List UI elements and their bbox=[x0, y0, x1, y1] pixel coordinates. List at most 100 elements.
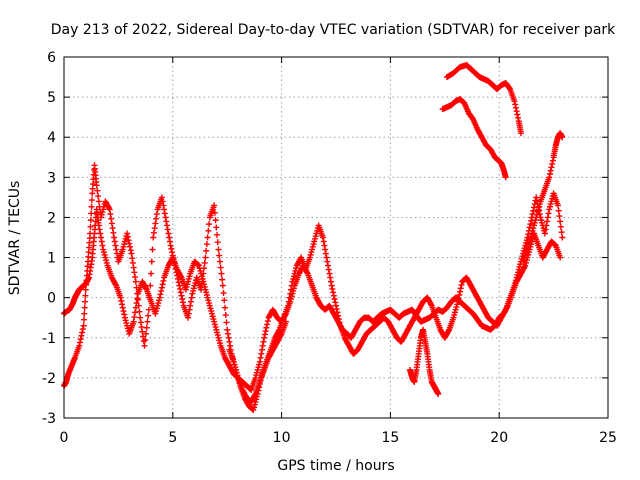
data-point bbox=[548, 164, 555, 171]
data-point bbox=[547, 167, 554, 174]
data-point bbox=[109, 225, 116, 232]
tick-labels: 0 5 10 15 20 25 -3 -2 -1 0 1 2 3 4 5 6 bbox=[42, 50, 617, 446]
data-point bbox=[78, 332, 85, 339]
data-point bbox=[131, 314, 138, 321]
data-point bbox=[175, 279, 182, 286]
y-tick-label: 1 bbox=[47, 251, 56, 267]
data-point bbox=[160, 202, 167, 209]
y-tick-label: 0 bbox=[47, 291, 56, 307]
data-point bbox=[80, 316, 87, 323]
data-point bbox=[219, 282, 226, 289]
data-point bbox=[334, 309, 341, 316]
data-point bbox=[224, 326, 231, 333]
data-point bbox=[544, 214, 551, 221]
x-tick-label: 15 bbox=[381, 430, 399, 446]
data-point bbox=[544, 218, 551, 225]
data-point bbox=[174, 275, 181, 282]
data-point bbox=[148, 270, 155, 277]
data-point bbox=[262, 328, 269, 335]
data-point bbox=[110, 229, 117, 236]
data-point bbox=[455, 295, 462, 302]
data-point bbox=[320, 238, 327, 245]
data-point bbox=[456, 291, 463, 298]
data-point bbox=[169, 252, 176, 259]
data-point bbox=[165, 230, 172, 237]
data-point bbox=[188, 294, 195, 301]
data-point bbox=[332, 299, 339, 306]
y-axis-label: SDTVAR / TECUs bbox=[7, 181, 23, 296]
data-point bbox=[549, 160, 556, 167]
data-point bbox=[169, 249, 176, 256]
data-point bbox=[206, 221, 213, 228]
data-point bbox=[145, 312, 152, 319]
data-point bbox=[81, 304, 88, 311]
data-point bbox=[264, 318, 271, 325]
data-point bbox=[219, 276, 226, 283]
data-point bbox=[113, 246, 120, 253]
data-point bbox=[260, 338, 267, 345]
data-point bbox=[120, 308, 127, 315]
data-point bbox=[138, 324, 145, 331]
data-point bbox=[261, 334, 268, 341]
data-point bbox=[322, 246, 329, 253]
data-point bbox=[111, 238, 118, 245]
plot-frame bbox=[63, 56, 609, 419]
data-point bbox=[149, 246, 156, 253]
data-point bbox=[162, 214, 169, 221]
data-point bbox=[173, 269, 180, 276]
data-point bbox=[199, 275, 206, 282]
data-point bbox=[512, 101, 519, 108]
data-point bbox=[558, 229, 565, 236]
data-point bbox=[546, 174, 553, 181]
data-point bbox=[76, 339, 83, 346]
data-point bbox=[211, 209, 218, 216]
grid-lines bbox=[64, 57, 608, 418]
data-point bbox=[335, 316, 342, 323]
data-point bbox=[177, 289, 184, 296]
data-point bbox=[153, 211, 160, 218]
data-points bbox=[61, 62, 566, 413]
data-point bbox=[203, 247, 210, 254]
data-point bbox=[330, 289, 337, 296]
data-point bbox=[132, 273, 139, 280]
data-point bbox=[112, 242, 119, 249]
y-tick-label: 4 bbox=[47, 130, 56, 146]
y-tick-label: -2 bbox=[42, 371, 56, 387]
data-point bbox=[506, 85, 513, 92]
series-trace-d bbox=[406, 326, 442, 397]
data-point bbox=[87, 223, 94, 230]
data-point bbox=[167, 242, 174, 249]
data-point bbox=[202, 254, 209, 261]
data-point bbox=[218, 270, 225, 277]
data-point bbox=[129, 259, 136, 266]
data-point bbox=[335, 312, 342, 319]
data-point bbox=[82, 292, 89, 299]
data-point bbox=[203, 241, 210, 248]
data-point bbox=[457, 288, 464, 295]
x-tick-label: 5 bbox=[168, 430, 177, 446]
data-point bbox=[171, 262, 178, 269]
data-point bbox=[328, 282, 335, 289]
series-trace-f bbox=[443, 62, 524, 137]
data-point bbox=[225, 334, 232, 341]
data-point bbox=[545, 210, 552, 217]
data-point bbox=[77, 336, 84, 343]
data-point bbox=[559, 234, 566, 241]
data-point bbox=[177, 285, 184, 292]
data-point bbox=[321, 242, 328, 249]
data-point bbox=[108, 215, 115, 222]
data-point bbox=[530, 207, 537, 214]
data-point bbox=[166, 234, 173, 241]
data-point bbox=[221, 297, 228, 304]
data-point bbox=[134, 296, 141, 303]
data-point bbox=[557, 218, 564, 225]
data-point bbox=[286, 294, 293, 301]
data-point bbox=[554, 202, 561, 209]
data-point bbox=[119, 301, 126, 308]
data-point bbox=[95, 198, 102, 205]
data-point bbox=[160, 277, 167, 284]
data-point bbox=[222, 312, 229, 319]
data-point bbox=[179, 296, 186, 303]
data-point bbox=[126, 240, 133, 247]
